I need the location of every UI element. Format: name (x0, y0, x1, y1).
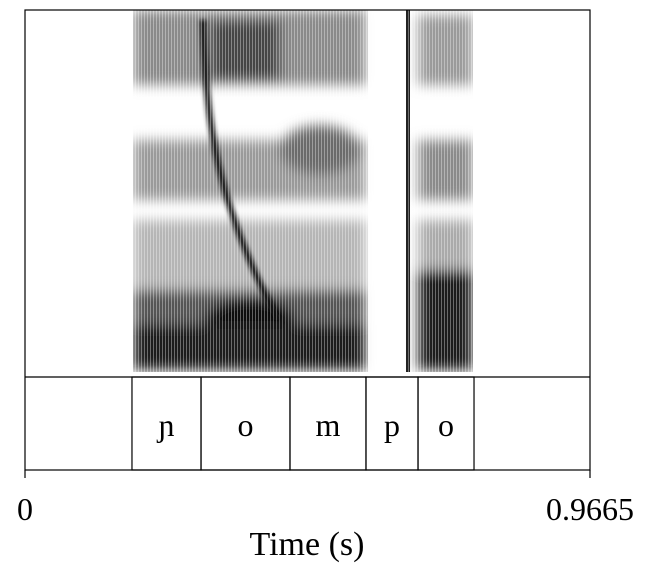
x-tick-label: 0.9665 (546, 491, 634, 527)
spectrogram-image (133, 10, 473, 372)
interval (417, 376, 475, 471)
interval-label: p (384, 407, 400, 443)
interval-label: ɲ (156, 407, 174, 443)
x-tick-label: 0 (17, 491, 33, 527)
interval-label: o (438, 407, 454, 443)
interval-label: o (238, 407, 254, 443)
interval-label: m (316, 407, 341, 443)
x-axis-title: Time (s) (250, 526, 365, 563)
